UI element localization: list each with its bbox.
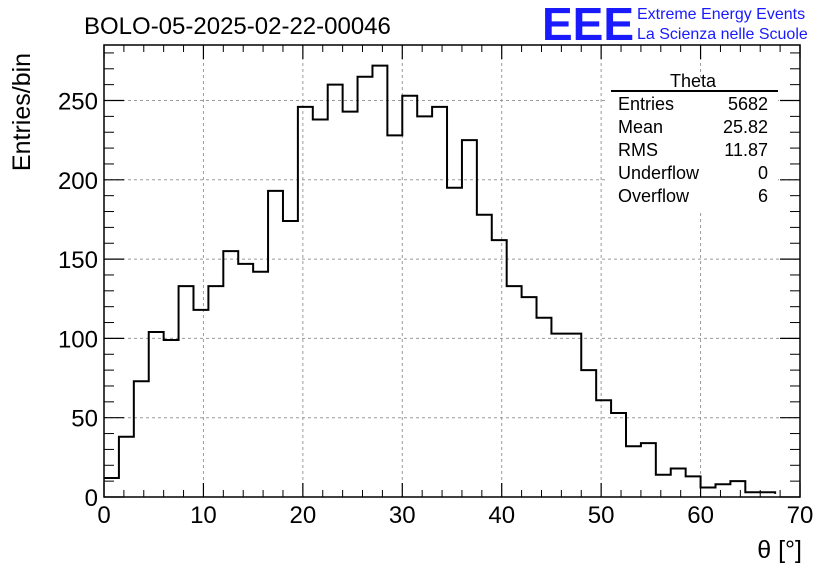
stats-value: 25.82 — [723, 117, 768, 137]
x-axis-label: θ [°] — [757, 536, 802, 564]
y-tick-label: 200 — [58, 168, 98, 195]
x-tick-label: 30 — [389, 502, 416, 529]
y-tick-label: 100 — [58, 326, 98, 353]
x-tick-label: 70 — [787, 502, 814, 529]
stats-label: Mean — [618, 117, 663, 137]
stats-label: RMS — [618, 140, 658, 160]
stats-value: 5682 — [728, 94, 768, 114]
y-tick-label: 50 — [71, 406, 98, 433]
y-tick-labels: 0 50 100 150 200 250 — [58, 89, 98, 512]
x-tick-label: 0 — [97, 502, 110, 529]
stats-box: Theta Entries 5682 Mean 25.82 RMS 11.87 … — [607, 71, 778, 210]
stats-label: Underflow — [618, 163, 700, 183]
y-tick-label: 250 — [58, 89, 98, 116]
axis-ticks — [103, 45, 801, 498]
logo-mark: EEE — [542, 0, 634, 50]
x-tick-label: 20 — [290, 502, 317, 529]
chart-title: BOLO-05-2025-02-22-00046 — [84, 13, 391, 40]
histogram-step-line — [104, 64, 777, 494]
x-tick-labels: 0 10 20 30 40 50 60 70 — [97, 502, 813, 529]
plot-frame — [103, 44, 801, 498]
stats-title: Theta — [670, 71, 717, 91]
stats-value: 0 — [758, 163, 768, 183]
y-axis-label: Entries/bin — [8, 53, 36, 171]
logo-line-2: La Scienza nelle Scuole — [637, 26, 808, 43]
stats-value: 6 — [758, 186, 768, 206]
eee-logo: EEE Extreme Energy Events La Scienza nel… — [542, 0, 808, 50]
stats-value: 11.87 — [724, 140, 768, 160]
x-tick-label: 10 — [190, 502, 217, 529]
y-tick-label: 150 — [58, 247, 98, 274]
logo-line-1: Extreme Energy Events — [637, 6, 805, 23]
x-tick-label: 50 — [588, 502, 615, 529]
x-tick-label: 40 — [488, 502, 515, 529]
stats-label: Entries — [618, 94, 674, 114]
x-tick-label: 60 — [687, 502, 714, 529]
stats-box-background — [607, 78, 778, 210]
grid-lines — [104, 45, 800, 497]
stats-label: Overflow — [618, 186, 690, 206]
y-tick-label: 0 — [85, 485, 98, 512]
